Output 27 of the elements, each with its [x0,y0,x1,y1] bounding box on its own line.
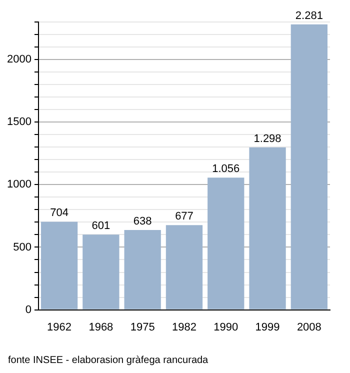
x-tick-label: 1990 [214,321,238,334]
data-label: 601 [92,220,110,232]
x-tick-label: 1968 [88,321,114,334]
bar [290,24,328,310]
x-tick-label: 1962 [47,321,72,334]
x-tick-label: 1982 [172,321,196,334]
bar [249,147,286,310]
data-label: 1.298 [254,132,282,145]
bar [124,230,161,310]
bar [40,222,78,310]
x-tick-label: 1999 [255,321,280,334]
source-note: fonte INSEE - elaborasion gràfega rancurada [8,354,209,366]
y-tick-label: 1000 [6,178,32,191]
data-label: 1.056 [212,163,240,176]
y-tick-label: 1500 [6,116,32,128]
y-tick-label: 500 [13,241,32,254]
bar [166,225,203,310]
bar [208,178,244,310]
data-label: 677 [175,210,194,223]
x-tick-label: 2008 [296,321,322,334]
data-label: 638 [133,216,152,228]
x-tick-label: 1975 [130,321,155,334]
data-label: 704 [50,207,68,220]
y-tick-label: 0 [25,304,32,316]
y-tick-label: 2000 [6,54,32,66]
data-label: 2.281 [295,10,323,22]
bar [82,234,120,310]
